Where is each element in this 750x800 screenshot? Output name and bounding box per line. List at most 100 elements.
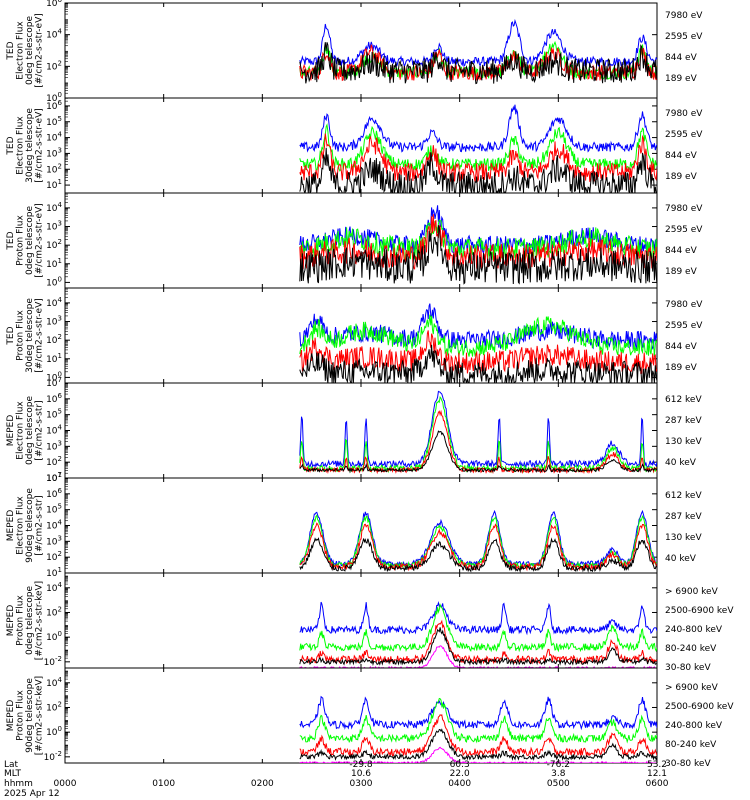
series-group bbox=[299, 601, 657, 668]
y-tick-label: 105 bbox=[46, 503, 62, 516]
y-tick-label: 103 bbox=[46, 220, 62, 233]
series-2595-ev bbox=[299, 214, 657, 270]
legend-entry: 80-240 keV bbox=[665, 740, 717, 750]
y-tick-label: 106 bbox=[46, 0, 62, 9]
series-group bbox=[299, 390, 657, 475]
y-axis-label-line: [#/cm2-s-str-keV] bbox=[35, 581, 45, 660]
series-80-240-kev bbox=[299, 697, 657, 744]
panel-frame bbox=[64, 572, 658, 669]
legend-entry: 7980 eV bbox=[665, 109, 703, 119]
legend-entry: 130 keV bbox=[665, 437, 702, 447]
time-tick-label: 0100 bbox=[152, 779, 175, 789]
y-axis-label: MEPED Proton Flux 0deg telescope [#/cm2-s-s… bbox=[6, 581, 45, 660]
legend-entry: 2595 eV bbox=[665, 321, 703, 331]
y-axis-label-line: [#/cm2-s-str-eV] bbox=[35, 298, 45, 373]
mlt-tick-label: 3.8 bbox=[551, 769, 566, 779]
legend-entry: > 6900 keV bbox=[665, 587, 719, 597]
series-80-240-kev bbox=[299, 602, 657, 653]
y-tick-label: 104 bbox=[46, 519, 62, 532]
y-axis-label-line: [#/cm2-s-str-eV] bbox=[35, 13, 45, 88]
legend-entry: 844 eV bbox=[665, 342, 698, 352]
y-tick-label: 10-2 bbox=[44, 655, 62, 668]
legend-entry: 30-80 keV bbox=[665, 759, 711, 769]
x-axis-row-label: hhmm bbox=[4, 779, 33, 789]
series-group bbox=[299, 18, 657, 85]
legend-entry: 844 eV bbox=[665, 151, 698, 161]
y-tick-label: 102 bbox=[46, 162, 62, 175]
y-tick-label: 104 bbox=[46, 131, 62, 144]
series-7980-ev bbox=[299, 147, 657, 193]
legend-entry: 844 eV bbox=[665, 53, 698, 63]
y-tick-label: 100 bbox=[46, 630, 62, 643]
time-tick-label: 0500 bbox=[547, 779, 570, 789]
series-7980-ev bbox=[299, 225, 657, 285]
series-30-80-kev bbox=[299, 695, 657, 731]
y-axis-label-line: 0deg telescope bbox=[25, 586, 35, 656]
legend-entry: 612 keV bbox=[665, 491, 702, 501]
y-tick-label: 100 bbox=[46, 275, 62, 288]
time-tick-label: 0200 bbox=[251, 779, 274, 789]
y-tick-label: 102 bbox=[46, 550, 62, 563]
y-axis-label-line: 0deg telescope bbox=[25, 396, 35, 466]
y-tick-label: 104 bbox=[46, 676, 62, 689]
y-tick-label: 104 bbox=[46, 28, 62, 41]
series-group bbox=[299, 303, 657, 383]
series--6900-kev bbox=[299, 746, 657, 763]
y-axis-label-line: [#/cm2-s-str] bbox=[35, 495, 45, 555]
legend-entry: 2500-6900 keV bbox=[665, 606, 734, 616]
legend-entry: 40 keV bbox=[665, 554, 697, 564]
y-axis-label: MEPED Electron Flux 90deg telescope [#/cm2-… bbox=[6, 488, 45, 563]
series-130-kev bbox=[299, 396, 657, 474]
y-axis-label-line: 90deg telescope bbox=[25, 678, 35, 753]
y-tick-label: 105 bbox=[46, 408, 62, 421]
series-189-ev bbox=[299, 303, 657, 350]
legend-entry: 130 keV bbox=[665, 533, 702, 543]
lat-tick-label: -76.2 bbox=[547, 760, 570, 770]
time-tick-label: 0300 bbox=[350, 779, 373, 789]
series-240-800-kev bbox=[299, 714, 657, 758]
series-group bbox=[299, 509, 657, 573]
y-axis-label-line: MEPED bbox=[6, 605, 16, 637]
series-40-kev bbox=[299, 390, 657, 469]
series-30-80-kev bbox=[299, 601, 657, 636]
series-612-kev bbox=[299, 537, 657, 573]
series-844-ev bbox=[299, 219, 657, 262]
legend-entry: > 6900 keV bbox=[665, 683, 719, 693]
y-axis-label-line: TED bbox=[6, 136, 16, 155]
legend-entry: 612 keV bbox=[665, 395, 702, 405]
legend-entry: 7980 eV bbox=[665, 204, 703, 214]
y-axis-label: TED Proton Flux 0deg telescope [#/cm2-s-str… bbox=[6, 203, 45, 278]
y-axis-label-line: Electron Flux bbox=[16, 116, 26, 175]
series-612-kev bbox=[299, 430, 657, 474]
y-tick-label: 102 bbox=[46, 700, 62, 713]
y-axis-label-line: Proton Flux bbox=[16, 690, 26, 741]
series-287-kev bbox=[299, 522, 657, 572]
y-axis-label-line: MEPED bbox=[6, 700, 16, 732]
series-2500-6900-kev bbox=[299, 728, 657, 761]
y-tick-label: 102 bbox=[46, 455, 62, 468]
legend-entry: 2595 eV bbox=[665, 32, 703, 42]
y-tick-label: 106 bbox=[46, 392, 62, 405]
y-tick-label: 106 bbox=[46, 487, 62, 500]
y-tick-label: 103 bbox=[46, 315, 62, 328]
series-7980-ev bbox=[299, 42, 657, 85]
mlt-tick-label: 10.6 bbox=[351, 769, 371, 779]
legend-entry: 287 keV bbox=[665, 512, 702, 522]
y-tick-label: 104 bbox=[46, 296, 62, 309]
y-tick-label: 101 bbox=[46, 352, 62, 365]
y-tick-label: 104 bbox=[46, 424, 62, 437]
y-axis-label: MEPED Electron Flux 0deg telescope [#/cm2-s… bbox=[6, 396, 45, 466]
y-axis-label-line: TED bbox=[6, 326, 16, 345]
series-240-800-kev bbox=[299, 619, 657, 665]
panel-frame bbox=[64, 2, 658, 99]
legend-entry: 2595 eV bbox=[665, 130, 703, 140]
lat-tick-label: -29.8 bbox=[349, 760, 373, 770]
y-tick-label: 10-2 bbox=[44, 750, 62, 763]
